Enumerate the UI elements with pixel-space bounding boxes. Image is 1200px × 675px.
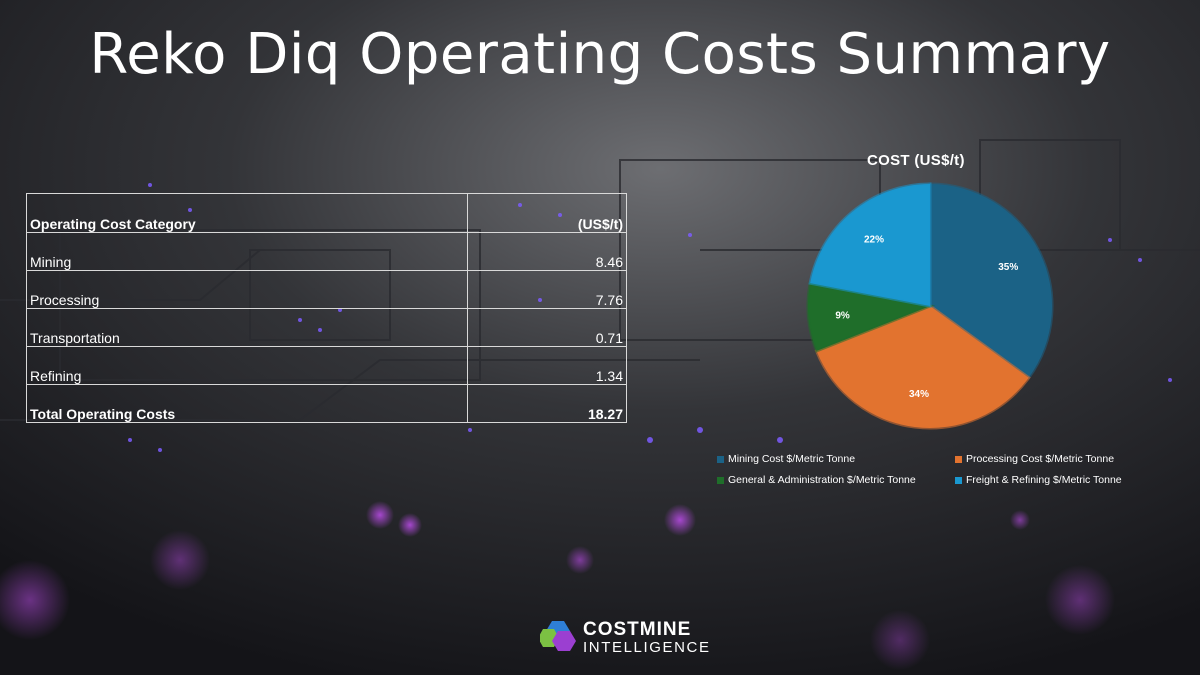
legend-label: Mining Cost $/Metric Tonne	[728, 453, 856, 465]
legend-swatch	[717, 455, 724, 463]
legend-item-processing: Processing Cost $/Metric Tonne	[955, 453, 1114, 465]
legend-label: Freight & Refining $/Metric Tonne	[966, 474, 1122, 486]
legend-swatch	[955, 455, 962, 463]
table-row: Refining 1.34	[26, 346, 627, 385]
slide-title: Reko Diq Operating Costs Summary	[89, 22, 1111, 87]
row-category: Refining	[26, 346, 468, 385]
logo-text-costmine: COSTMINE	[583, 619, 692, 640]
legend-label: Processing Cost $/Metric Tonne	[966, 453, 1115, 465]
total-category: Total Operating Costs	[26, 384, 468, 423]
costmine-logo: COSTMINE INTELLIGENCE	[540, 617, 730, 657]
pie-slice	[808, 182, 932, 308]
header-category: Operating Cost Category	[26, 193, 468, 233]
row-category: Processing	[26, 270, 468, 309]
table-row: Processing 7.76	[26, 270, 627, 309]
header-value: (US$/t)	[467, 193, 627, 233]
row-category: Transportation	[26, 308, 468, 347]
pie-chart: 35% 34% 9% 22%	[806, 182, 1054, 430]
row-value: 8.46	[467, 232, 627, 271]
chart-title: COST (US$/t)	[867, 152, 965, 169]
operating-cost-table: Operating Cost Category (US$/t) Mining 8…	[26, 193, 627, 423]
row-value: 0.71	[467, 308, 627, 347]
pie-data-label: 34%	[909, 389, 929, 400]
pie-slice	[928, 182, 1054, 380]
legend-item-freight: Freight & Refining $/Metric Tonne	[955, 474, 1122, 486]
legend-label: General & Administration $/Metric Tonne	[728, 474, 916, 486]
table-row: Transportation 0.71	[26, 308, 627, 347]
total-value: 18.27	[467, 384, 627, 423]
pie-slice	[814, 304, 1031, 430]
table-header-row: Operating Cost Category (US$/t)	[26, 193, 627, 233]
table-row: Mining 8.46	[26, 232, 627, 271]
legend-swatch	[717, 476, 724, 484]
row-value: 7.76	[467, 270, 627, 309]
legend-item-ga: General & Administration $/Metric Tonne	[717, 474, 916, 486]
total-row: Total Operating Costs 18.27	[26, 384, 627, 423]
pie-data-label: 35%	[998, 262, 1018, 273]
legend-swatch	[955, 476, 962, 484]
pie-data-label: 22%	[864, 234, 884, 245]
logo-text-intelligence: INTELLIGENCE	[583, 639, 711, 656]
legend-item-mining: Mining Cost $/Metric Tonne	[717, 453, 855, 465]
row-value: 1.34	[467, 346, 627, 385]
pie-data-label: 9%	[835, 310, 850, 321]
row-category: Mining	[26, 232, 468, 271]
logo-icon	[540, 621, 576, 651]
